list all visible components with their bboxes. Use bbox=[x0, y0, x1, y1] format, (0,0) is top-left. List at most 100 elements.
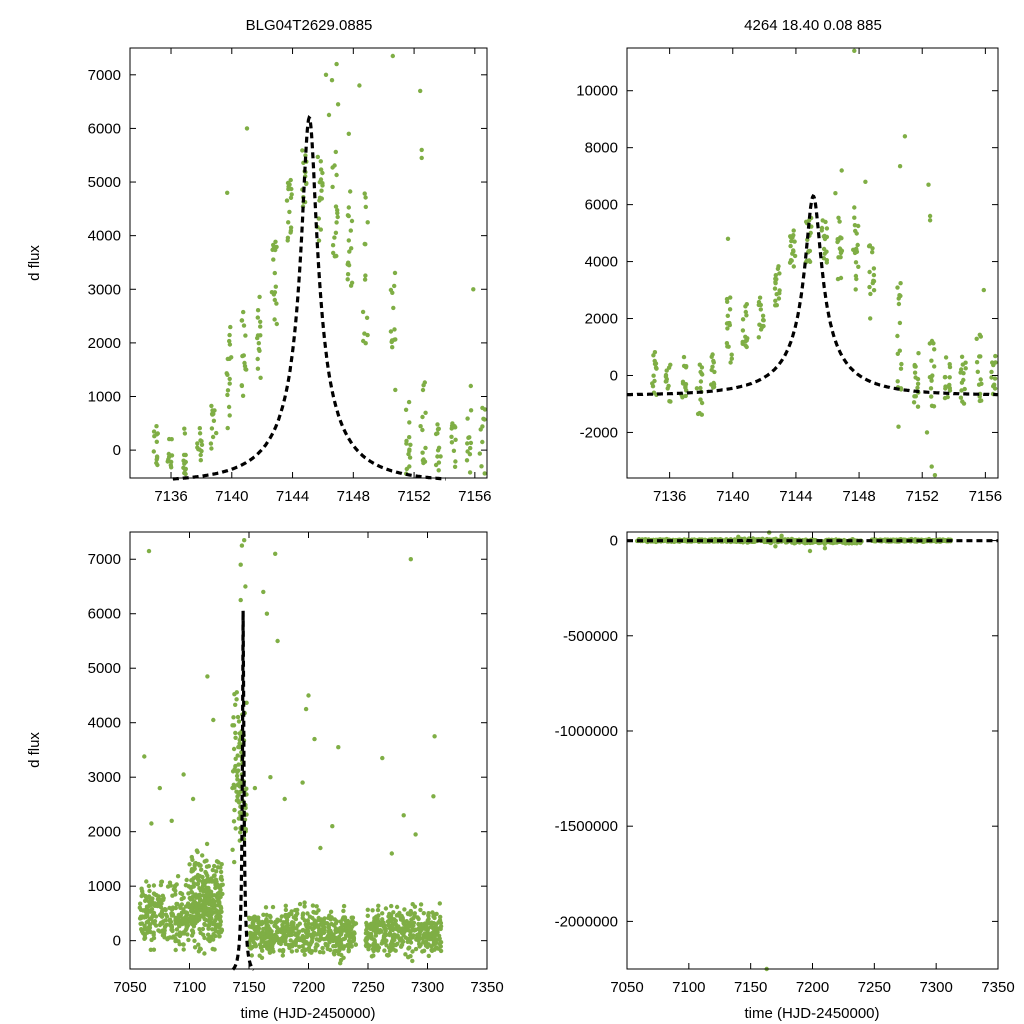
data-point bbox=[291, 915, 297, 920]
data-point bbox=[177, 942, 182, 947]
data-point bbox=[929, 394, 934, 399]
data-point bbox=[334, 172, 339, 178]
data-point bbox=[788, 243, 793, 249]
y-tick-label: 10000 bbox=[576, 83, 618, 100]
data-point bbox=[362, 191, 367, 196]
data-point bbox=[421, 948, 427, 953]
y-tick-label: 6000 bbox=[585, 197, 618, 214]
data-point bbox=[348, 924, 354, 929]
data-point bbox=[895, 285, 900, 290]
data-point bbox=[388, 942, 394, 947]
data-point bbox=[238, 830, 243, 835]
data-point bbox=[449, 440, 455, 445]
data-point bbox=[308, 932, 313, 937]
data-point bbox=[868, 316, 873, 321]
data-point bbox=[993, 360, 998, 365]
data-point bbox=[365, 220, 370, 225]
data-point bbox=[334, 253, 339, 259]
data-point bbox=[384, 952, 390, 958]
data-point bbox=[288, 228, 294, 233]
data-point bbox=[150, 920, 156, 925]
data-point bbox=[346, 131, 351, 136]
data-point bbox=[452, 424, 457, 429]
data-point bbox=[432, 915, 437, 921]
data-point bbox=[835, 239, 840, 245]
data-point bbox=[975, 369, 980, 374]
data-point bbox=[852, 48, 857, 53]
y-tick-label: 0 bbox=[610, 533, 618, 550]
data-point bbox=[740, 328, 746, 333]
data-point bbox=[151, 932, 156, 937]
data-point bbox=[305, 930, 310, 935]
data-point bbox=[776, 264, 781, 269]
data-point bbox=[289, 922, 294, 928]
data-point bbox=[234, 690, 239, 695]
data-point bbox=[227, 332, 232, 338]
x-tick-label: 7350 bbox=[470, 979, 503, 996]
data-point bbox=[418, 942, 423, 948]
y-tick-label: 4000 bbox=[88, 228, 121, 245]
data-point bbox=[231, 819, 237, 824]
data-point bbox=[304, 181, 309, 187]
data-point bbox=[332, 235, 337, 240]
data-point bbox=[408, 935, 413, 941]
data-point bbox=[777, 271, 782, 276]
data-point bbox=[279, 914, 284, 919]
data-point bbox=[960, 399, 965, 404]
data-point bbox=[295, 907, 300, 913]
data-point bbox=[285, 238, 290, 243]
data-point bbox=[943, 384, 948, 389]
data-point bbox=[380, 911, 385, 916]
data-point bbox=[382, 939, 387, 944]
data-point bbox=[895, 379, 900, 384]
data-point bbox=[144, 920, 149, 925]
data-point bbox=[362, 277, 368, 282]
data-point bbox=[420, 450, 425, 455]
data-point bbox=[261, 912, 266, 917]
data-point bbox=[407, 447, 412, 452]
data-point bbox=[175, 915, 180, 920]
figure-title-left: BLG04T2629.0885 bbox=[246, 17, 373, 34]
data-point bbox=[316, 908, 321, 913]
data-point bbox=[231, 715, 236, 720]
data-point bbox=[213, 877, 219, 882]
data-point bbox=[198, 908, 203, 913]
data-point bbox=[257, 294, 262, 300]
data-point bbox=[895, 333, 900, 339]
data-point bbox=[188, 897, 193, 902]
y-tick-label: -2000 bbox=[580, 424, 618, 441]
data-point bbox=[392, 283, 397, 289]
data-point bbox=[394, 904, 400, 910]
data-point bbox=[189, 878, 194, 883]
data-point bbox=[207, 923, 212, 928]
data-point bbox=[365, 907, 370, 912]
data-point bbox=[240, 393, 246, 398]
data-point bbox=[227, 413, 232, 418]
scatter-points bbox=[634, 530, 954, 972]
data-point bbox=[323, 72, 329, 78]
data-point bbox=[158, 882, 164, 888]
data-point bbox=[433, 946, 438, 951]
y-tick-label: 6000 bbox=[88, 120, 121, 137]
data-point bbox=[206, 897, 211, 902]
data-point bbox=[301, 927, 306, 933]
data-point bbox=[295, 933, 300, 938]
x-tick-label: 7100 bbox=[173, 979, 206, 996]
data-point bbox=[310, 927, 315, 932]
data-point bbox=[408, 557, 413, 562]
y-tick-label: 3000 bbox=[88, 281, 121, 298]
y-tick-label: 6000 bbox=[88, 606, 121, 623]
data-point bbox=[391, 305, 396, 311]
data-point bbox=[271, 949, 276, 954]
data-point bbox=[320, 183, 325, 188]
data-point bbox=[190, 884, 195, 889]
data-point bbox=[389, 851, 394, 856]
data-point bbox=[255, 366, 261, 371]
data-point bbox=[204, 841, 210, 847]
data-point bbox=[139, 886, 144, 891]
data-point bbox=[170, 913, 176, 918]
data-point bbox=[773, 273, 778, 278]
data-point bbox=[274, 301, 279, 306]
data-point bbox=[237, 810, 242, 815]
data-point bbox=[333, 230, 339, 235]
